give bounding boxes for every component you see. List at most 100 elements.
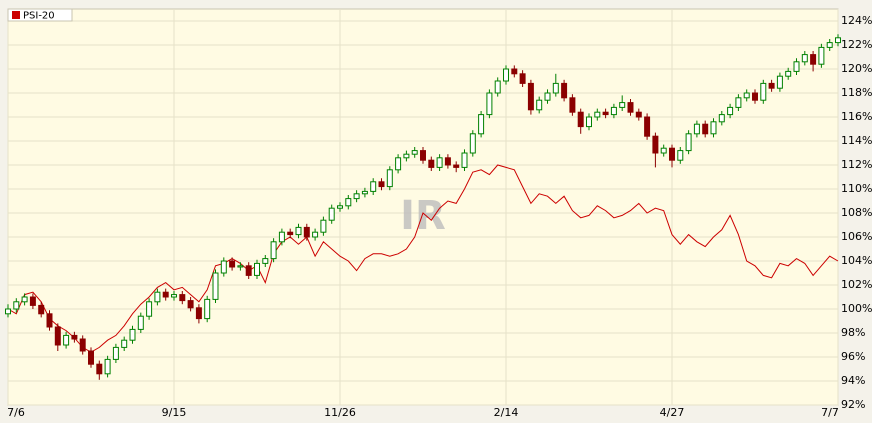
legend: PSI-20 xyxy=(7,8,73,22)
candle-body xyxy=(112,346,119,360)
candle-body xyxy=(146,301,153,317)
candle-body xyxy=(5,308,11,315)
candle-body xyxy=(743,92,750,99)
candle-body xyxy=(303,226,310,238)
candle-body xyxy=(486,92,493,116)
candle-body xyxy=(835,37,841,44)
y-tick-label: 106% xyxy=(841,230,872,243)
candle-body xyxy=(718,114,725,123)
candle-body xyxy=(536,99,543,111)
candle-body xyxy=(768,82,775,89)
candle-body xyxy=(79,338,86,352)
candle-body xyxy=(129,328,136,341)
candle-body xyxy=(727,106,734,116)
candle-body xyxy=(586,116,592,128)
candle-body xyxy=(552,82,559,94)
candle-body xyxy=(295,226,302,236)
y-tick-label: 112% xyxy=(841,158,872,171)
y-tick-label: 118% xyxy=(841,86,872,99)
x-tick-label: 7/6 xyxy=(7,406,25,419)
candle-body xyxy=(710,121,717,135)
candle-body xyxy=(245,265,252,276)
candle-body xyxy=(54,326,61,346)
candle-body xyxy=(312,231,319,238)
candle-body xyxy=(793,61,800,72)
y-tick-label: 104% xyxy=(841,254,872,267)
index-line xyxy=(7,164,839,353)
y-tick-label: 120% xyxy=(841,62,872,75)
x-tick-label: 2/14 xyxy=(494,406,519,419)
candle-body xyxy=(702,123,709,135)
candle-body xyxy=(71,334,78,340)
candle-body xyxy=(237,265,244,268)
candle-body xyxy=(386,169,393,188)
candle-body xyxy=(137,315,144,330)
y-tick-label: 124% xyxy=(841,14,872,27)
candle-body xyxy=(594,111,601,118)
candle-body xyxy=(660,147,667,154)
candle-body xyxy=(254,262,260,276)
candle-body xyxy=(677,150,684,161)
y-tick-label: 102% xyxy=(841,278,872,291)
candle-body xyxy=(644,116,651,137)
candle-body xyxy=(220,260,227,274)
candle-body xyxy=(461,152,468,168)
legend-box xyxy=(7,8,73,22)
candle-body xyxy=(776,75,783,89)
candle-body xyxy=(469,133,476,154)
plot-area xyxy=(7,8,839,406)
candle-body xyxy=(478,114,485,135)
candle-body xyxy=(320,219,327,233)
candle-body xyxy=(519,73,526,84)
candle-body xyxy=(503,68,509,82)
candle-body xyxy=(635,111,642,118)
candle-body xyxy=(204,298,211,320)
candle-body xyxy=(21,296,28,303)
y-tick-label: 98% xyxy=(841,326,865,339)
candle-body xyxy=(428,159,435,168)
y-tick-label: 108% xyxy=(841,206,872,219)
candle-body xyxy=(328,207,335,221)
candle-body xyxy=(229,260,236,268)
candle-body xyxy=(810,54,817,65)
candle-body xyxy=(278,231,285,243)
candle-body xyxy=(411,150,418,155)
candle-body xyxy=(353,193,360,200)
candle-body xyxy=(453,164,460,168)
candle-body xyxy=(561,82,568,99)
x-tick-label: 4/27 xyxy=(660,406,685,419)
candle-body xyxy=(287,231,294,236)
candle-body xyxy=(669,147,675,161)
candle-body xyxy=(403,153,410,159)
candle-body xyxy=(162,291,169,298)
y-tick-label: 100% xyxy=(841,302,872,315)
candle-body xyxy=(420,150,426,161)
candle-body xyxy=(270,241,277,260)
candle-body xyxy=(444,157,451,166)
candle-body xyxy=(511,68,518,75)
candle-body xyxy=(619,102,626,108)
candle-body xyxy=(801,54,808,63)
y-tick-label: 116% xyxy=(841,110,872,123)
candle-body xyxy=(494,80,501,94)
candle-body xyxy=(121,339,128,348)
y-tick-label: 122% xyxy=(841,38,872,51)
candle-body xyxy=(627,102,634,113)
legend-label: PSI-20 xyxy=(23,11,55,22)
candle-body xyxy=(262,258,269,264)
y-tick-label: 92% xyxy=(841,398,865,411)
candle-body xyxy=(179,294,186,302)
candle-body xyxy=(602,111,609,116)
candle-body xyxy=(345,198,352,207)
candle-body xyxy=(13,301,20,310)
y-tick-label: 94% xyxy=(841,374,865,387)
candle-body xyxy=(818,46,825,65)
candle-body xyxy=(171,294,177,298)
candle-body xyxy=(544,92,551,101)
y-tick-label: 110% xyxy=(841,182,872,195)
candle-body xyxy=(395,157,402,171)
candle-body xyxy=(195,307,202,320)
y-tick-label: 114% xyxy=(841,134,872,147)
candle-body xyxy=(610,106,617,116)
